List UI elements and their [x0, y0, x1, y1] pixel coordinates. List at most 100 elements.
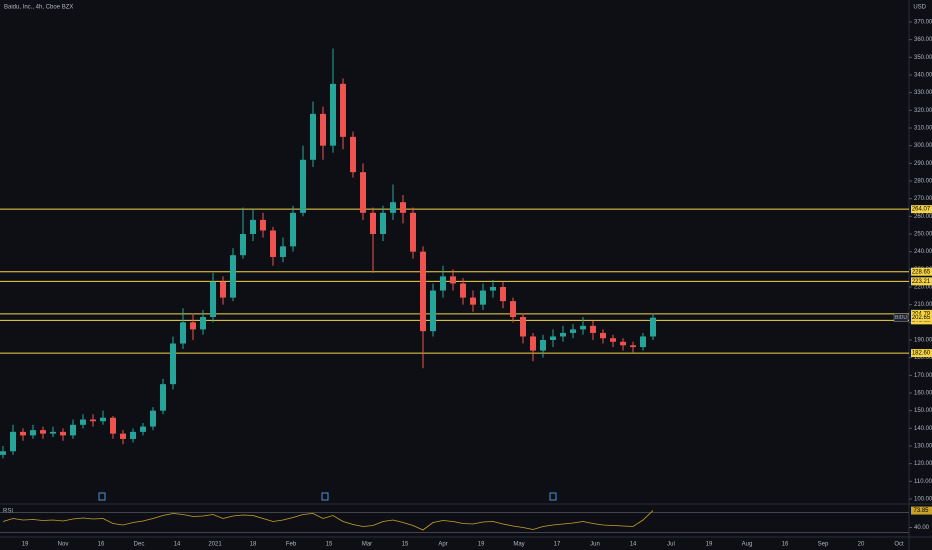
candle-body: [530, 336, 536, 351]
last-price-tag: [911, 313, 932, 322]
y-tick-label: 250.00: [914, 232, 932, 238]
candle-body: [260, 219, 266, 231]
y-tick-label: 140.00: [914, 426, 932, 432]
level-label: 223.21: [912, 279, 931, 285]
candle-body: [430, 290, 436, 332]
event-icon[interactable]: [321, 492, 329, 501]
level-tag: [911, 277, 932, 286]
candle-body: [630, 345, 636, 348]
y-tick-label: 330.00: [914, 90, 932, 96]
candle-body: [220, 281, 226, 298]
x-tick-label: Aug: [742, 542, 753, 548]
y-tick-label: 190.00: [914, 338, 932, 344]
candle-body: [290, 212, 296, 247]
candle-body: [540, 340, 546, 351]
candle-body: [140, 426, 146, 432]
candle-body: [310, 113, 316, 160]
candle-body: [320, 113, 326, 146]
x-tick-label: Dec: [134, 542, 145, 548]
currency: USD: [913, 5, 926, 11]
candle-body: [400, 202, 406, 213]
candle-body: [580, 325, 586, 330]
candle-body: [380, 212, 386, 234]
x-tick-label: 14: [174, 542, 181, 548]
level-label: 182.60: [912, 351, 931, 357]
candle-body: [200, 317, 206, 330]
y-tick-label: 130.00: [914, 444, 932, 450]
candle-body: [420, 251, 426, 332]
candle-body: [180, 322, 186, 344]
candle-body: [440, 276, 446, 291]
level-tag: [911, 205, 932, 214]
x-tick-label: May: [513, 542, 524, 548]
candle-body: [520, 317, 526, 337]
event-icon[interactable]: [549, 492, 557, 501]
y-tick-label: 360.00: [914, 37, 932, 43]
symbol-label: BIDU: [895, 315, 907, 321]
candle-body: [570, 329, 576, 333]
rsi-line: [2, 510, 654, 531]
candle-body: [230, 255, 236, 298]
x-tick-label: Nov: [58, 542, 69, 548]
y-tick-label: 180.00: [914, 355, 932, 361]
candle-body: [500, 287, 506, 302]
x-tick-label: Mar: [362, 542, 372, 548]
rsi-last-tag: [911, 506, 932, 515]
y-tick-label: 150.00: [914, 408, 932, 414]
x-tick-label: 19: [22, 542, 29, 548]
rsi-last-label: 73.85: [913, 508, 929, 514]
y-tick-label: 240.00: [914, 249, 932, 255]
y-tick-label: 260.00: [914, 214, 932, 220]
y-tick-label: 120.00: [914, 461, 932, 467]
candle-body: [350, 136, 356, 173]
x-tick-label: Sep: [818, 542, 829, 548]
x-tick-label: 17: [554, 542, 561, 548]
x-tick-label: 18: [250, 542, 257, 548]
x-tick-label: 19: [706, 542, 713, 548]
candle-body: [610, 338, 616, 342]
candle-body: [410, 212, 416, 252]
candle-body: [130, 431, 136, 439]
event-icons[interactable]: [98, 492, 557, 501]
candle-body: [650, 317, 656, 337]
candle-body: [600, 332, 606, 339]
candle-body: [70, 424, 76, 436]
y-tick-label: 100.00: [914, 497, 932, 503]
x-tick-label: 14: [630, 542, 637, 548]
rsi-title: RSI: [3, 509, 13, 515]
y-tick-label: 270.00: [914, 196, 932, 202]
candle-body: [170, 343, 176, 385]
candle-body: [190, 322, 196, 330]
candle-body: [60, 431, 66, 436]
candle-body: [90, 419, 96, 422]
candle-body: [450, 276, 456, 284]
candle-body: [340, 83, 346, 137]
candle-body: [390, 202, 396, 213]
x-tick-label: 19: [478, 542, 485, 548]
candle-body: [160, 384, 166, 411]
x-tick-label: 20: [858, 542, 865, 548]
y-tick-label: 210.00: [914, 302, 932, 308]
x-tick-label: Jul: [667, 542, 675, 548]
y-tick-label: 350.00: [914, 55, 932, 61]
symbol-tag: [893, 313, 909, 322]
x-tick-label: Feb: [286, 542, 297, 548]
candle-body: [120, 433, 126, 439]
x-tick-label: 2021: [208, 542, 222, 548]
candle-body: [110, 417, 116, 434]
x-tick-label: 16: [98, 542, 105, 548]
candle-body: [10, 431, 16, 452]
event-icon[interactable]: [98, 492, 106, 501]
candle-body: [240, 234, 246, 256]
y-tick-label: 110.00: [914, 479, 932, 485]
candle-body: [470, 297, 476, 305]
candle-body: [80, 419, 86, 425]
y-tick-label: 280.00: [914, 179, 932, 185]
x-tick-label: Apr: [438, 542, 447, 548]
candle-body: [210, 281, 216, 318]
candle-body: [480, 290, 486, 305]
candle-body: [460, 283, 466, 298]
x-tick-label: 15: [402, 542, 409, 548]
last-price-label: 202.65: [912, 315, 931, 321]
